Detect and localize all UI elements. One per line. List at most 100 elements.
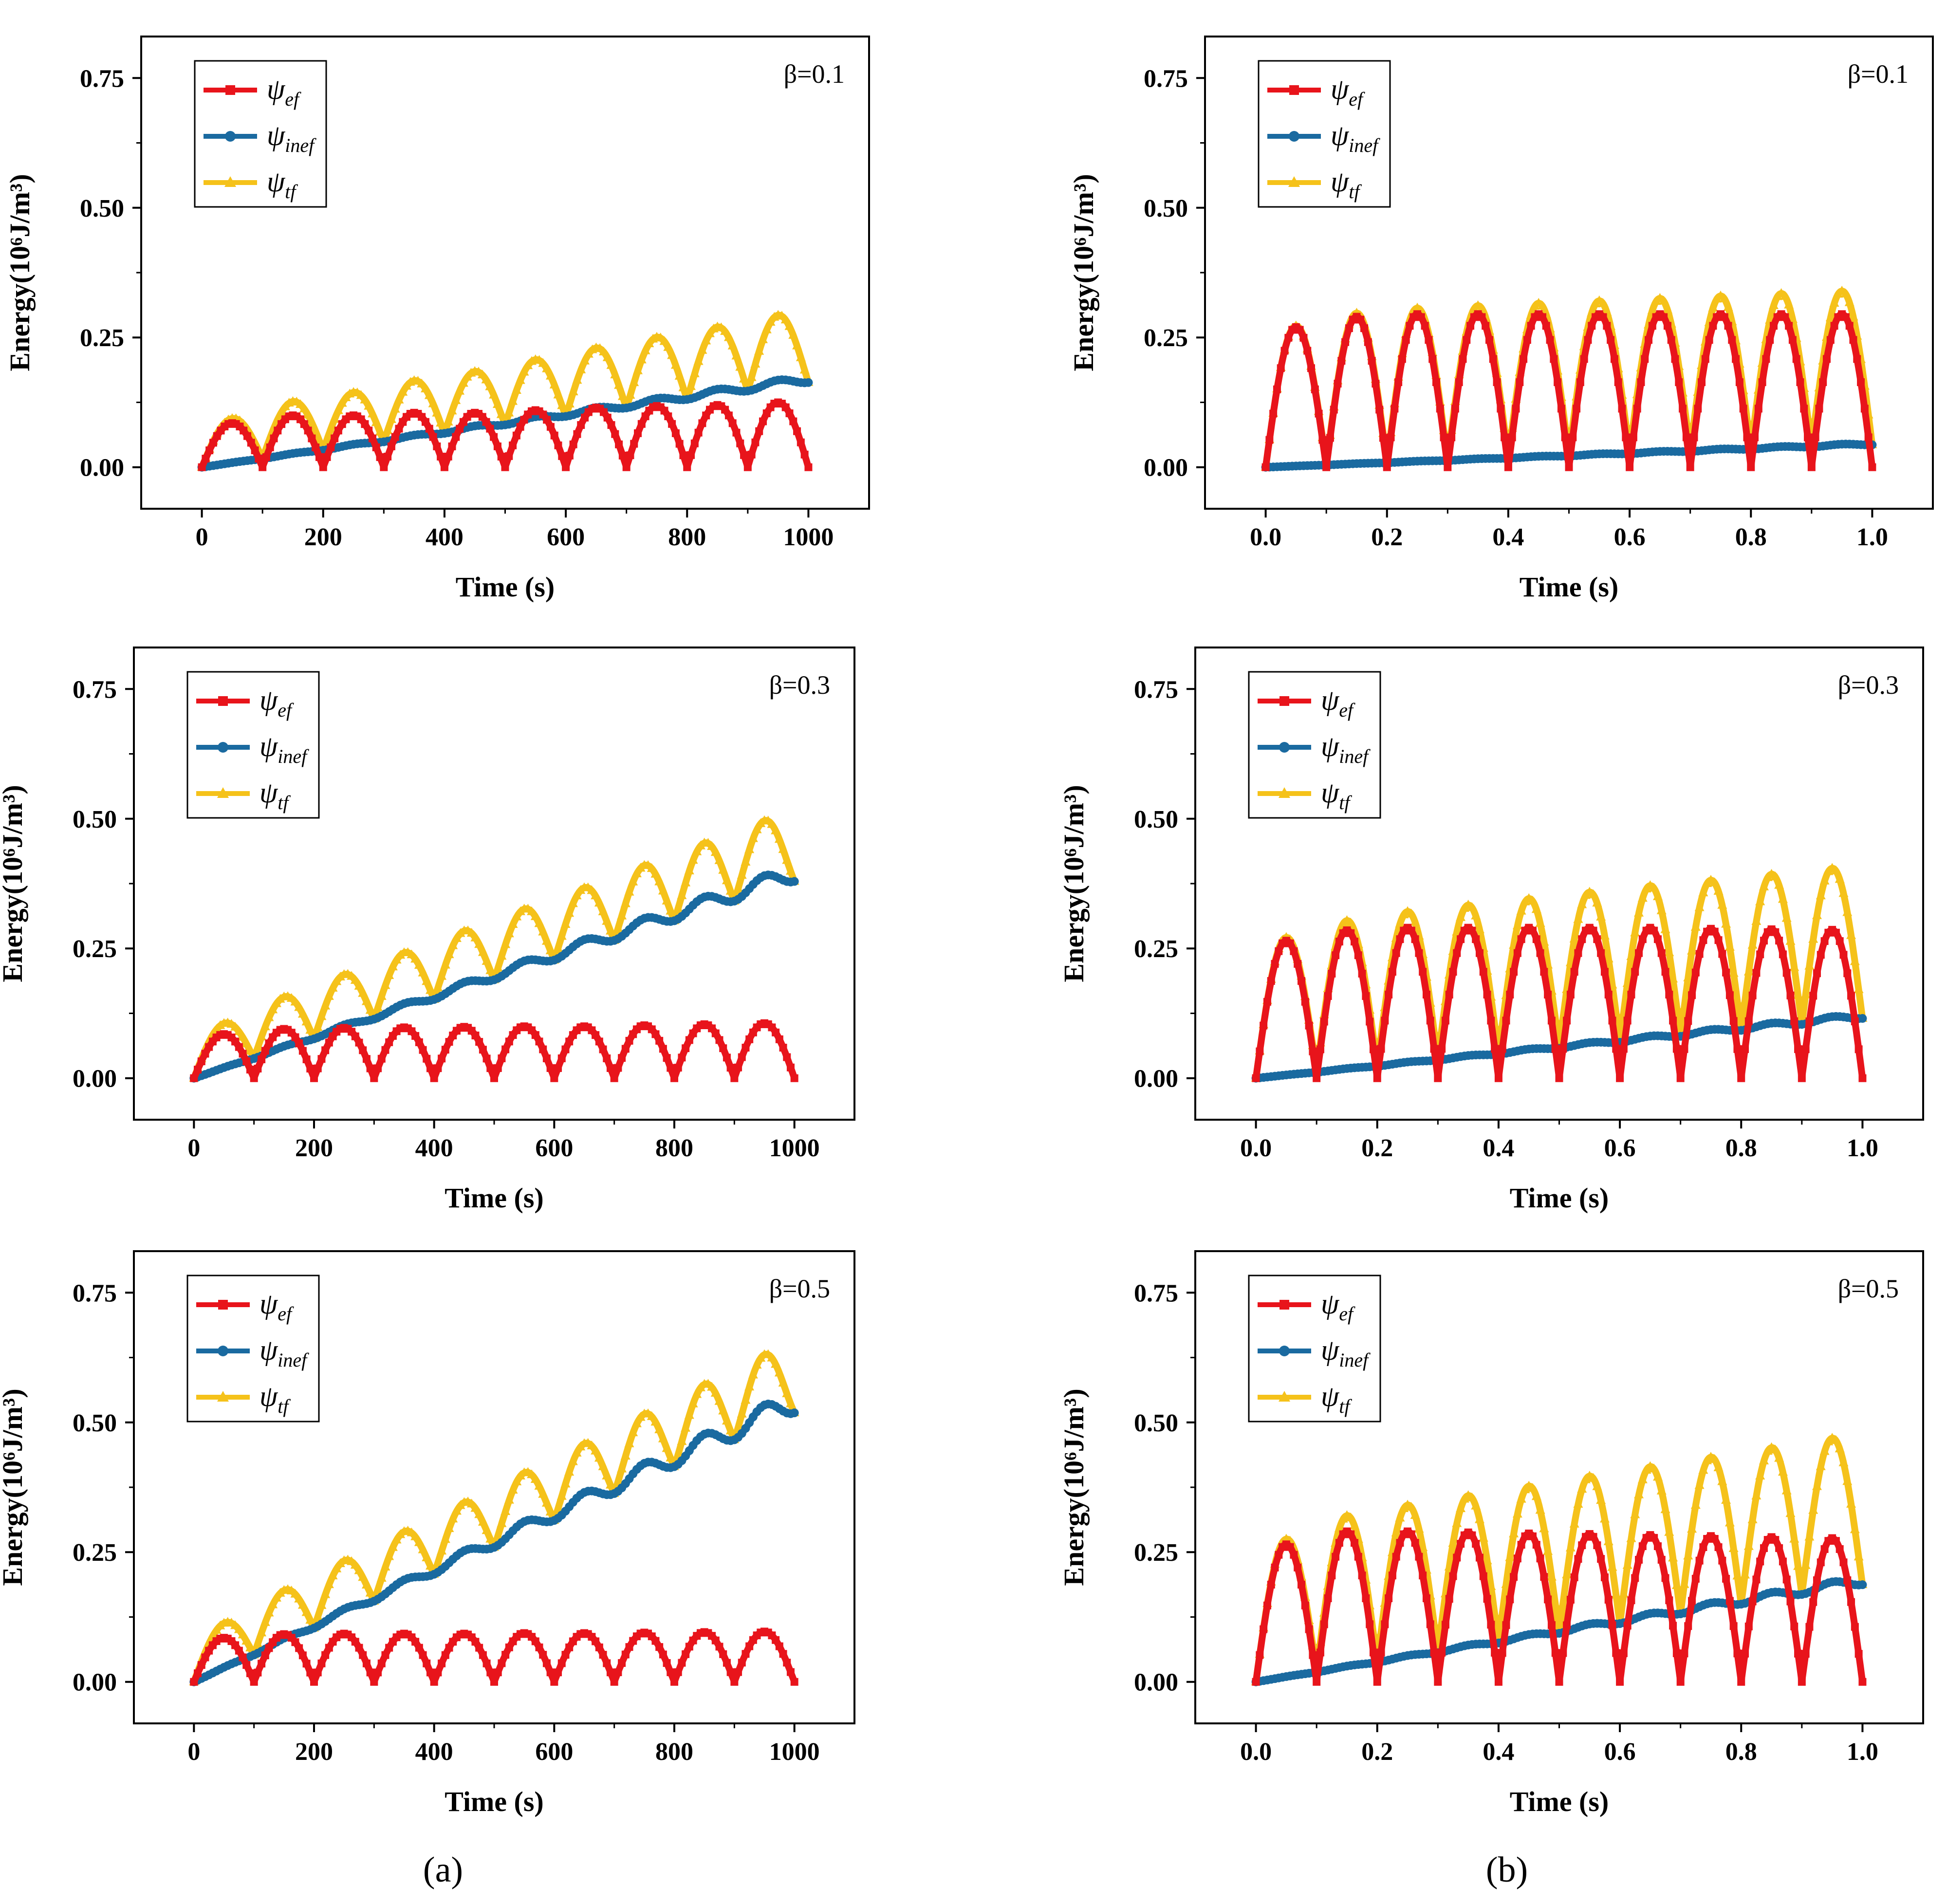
marker-psi-ef [1313, 1074, 1321, 1082]
marker-psi-tf [741, 1395, 751, 1404]
marker-psi-tf [782, 855, 792, 864]
marker-psi-ef [362, 1055, 371, 1063]
legend-label-psi_inef: ψinef [260, 1334, 309, 1371]
y-tick-label: 0.50 [80, 195, 124, 222]
marker-psi-tf [425, 985, 435, 994]
marker-psi-tf [591, 890, 601, 900]
marker-psi-ef [1394, 378, 1403, 387]
marker-psi-ef [1451, 405, 1459, 413]
marker-psi-ef [726, 1668, 735, 1676]
marker-psi-tf [538, 1489, 548, 1498]
marker-psi-ef [366, 1064, 374, 1072]
marker-psi-tf [365, 1005, 375, 1014]
marker-psi-ef [384, 452, 392, 461]
marker-psi-ef [531, 1637, 539, 1645]
marker-psi-ef [1817, 1558, 1825, 1567]
marker-psi-ef [246, 1066, 254, 1074]
marker-psi-tf [1505, 1552, 1515, 1561]
marker-psi-tf [1652, 891, 1663, 900]
marker-psi-ef [1482, 322, 1490, 330]
marker-psi-ef [1619, 1649, 1628, 1657]
marker-psi-ef [1513, 1554, 1521, 1563]
x-tick-label: 0.6 [1614, 523, 1646, 551]
marker-psi-ef [595, 1037, 603, 1046]
marker-psi-ef [426, 1668, 434, 1677]
marker-psi-ef [501, 1651, 510, 1659]
beta-annotation: β=0.1 [784, 59, 845, 89]
marker-psi-ef [259, 463, 267, 471]
marker-psi-tf [481, 374, 491, 384]
marker-psi-ef [1794, 1045, 1802, 1054]
marker-psi-ef [1584, 336, 1592, 344]
marker-psi-ef [1771, 928, 1780, 936]
marker-psi-ef [1536, 1554, 1544, 1563]
marker-psi-tf [294, 1593, 304, 1603]
marker-psi-tf [737, 1408, 747, 1418]
y-tick-label: 0.50 [1134, 1409, 1178, 1437]
marker-psi-ef [250, 1074, 258, 1082]
marker-psi-tf [583, 349, 593, 358]
y-tick-label: 0.25 [1134, 935, 1178, 963]
marker-psi-ef [1800, 405, 1808, 413]
marker-psi-tf [376, 991, 387, 1000]
marker-psi-tf [752, 824, 762, 833]
marker-psi-tf [313, 1022, 323, 1031]
marker-psi-tf [1842, 907, 1853, 916]
marker-psi-tf [410, 1531, 421, 1540]
marker-psi-ef [625, 1643, 633, 1651]
marker-psi-tf [737, 870, 747, 879]
marker-psi-ef [1796, 378, 1804, 387]
marker-psi-ef [1436, 405, 1444, 413]
marker-psi-ef [1494, 1074, 1502, 1082]
marker-psi-tf [778, 844, 788, 853]
marker-psi-ef [1743, 433, 1751, 442]
marker-psi-tf [774, 1368, 784, 1377]
marker-psi-tf [1569, 933, 1579, 943]
marker-psi-ef [498, 1659, 506, 1667]
marker-psi-ef [670, 1074, 678, 1082]
marker-psi-ef [625, 1036, 633, 1045]
marker-psi-ef [1298, 977, 1306, 985]
marker-psi-tf [391, 1534, 402, 1544]
marker-psi-ef [1845, 322, 1854, 330]
marker-psi-tf [1846, 1498, 1856, 1508]
marker-psi-ef [1744, 1017, 1753, 1025]
marker-psi-ef [1695, 950, 1704, 958]
marker-psi-ef [1434, 1074, 1442, 1082]
legend-marker-triangle [1279, 787, 1290, 798]
marker-psi-tf [238, 1629, 248, 1639]
marker-psi-ef [254, 1668, 262, 1677]
x-tick-label: 0.6 [1604, 1134, 1636, 1162]
marker-psi-ef [664, 412, 672, 421]
marker-psi-ef [1510, 968, 1518, 976]
marker-psi-ef [1569, 433, 1577, 442]
marker-psi-ef [1752, 969, 1761, 977]
marker-psi-tf [723, 332, 734, 341]
marker-psi-ef [1561, 433, 1569, 442]
marker-psi-ef [1455, 378, 1463, 387]
marker-psi-tf [478, 1516, 488, 1526]
marker-psi-tf [364, 401, 374, 410]
marker-psi-tf [320, 1589, 331, 1598]
marker-psi-ef [1629, 433, 1637, 442]
marker-psi-ef [433, 442, 441, 450]
marker-psi-tf [658, 1433, 668, 1442]
marker-psi-tf [1774, 1453, 1784, 1462]
marker-psi-ef [1267, 977, 1275, 985]
marker-psi-tf [1690, 922, 1701, 931]
marker-psi-tf [422, 1553, 432, 1562]
marker-psi-ef [1782, 969, 1791, 977]
marker-psi-ef [1396, 1539, 1404, 1547]
marker-psi-tf [1448, 1538, 1458, 1547]
marker-psi-tf [332, 976, 342, 985]
marker-psi-ef [1733, 1649, 1742, 1658]
marker-psi-ef [1388, 1571, 1396, 1580]
marker-psi-ef [1375, 406, 1384, 414]
marker-psi-ef [786, 1063, 795, 1072]
marker-psi-ef [783, 1053, 791, 1061]
marker-psi-tf [1721, 919, 1731, 928]
marker-psi-ef [759, 417, 767, 425]
marker-psi-ef [1820, 1545, 1829, 1553]
marker-psi-ef [1313, 1678, 1321, 1686]
marker-psi-inef [1858, 1014, 1867, 1023]
